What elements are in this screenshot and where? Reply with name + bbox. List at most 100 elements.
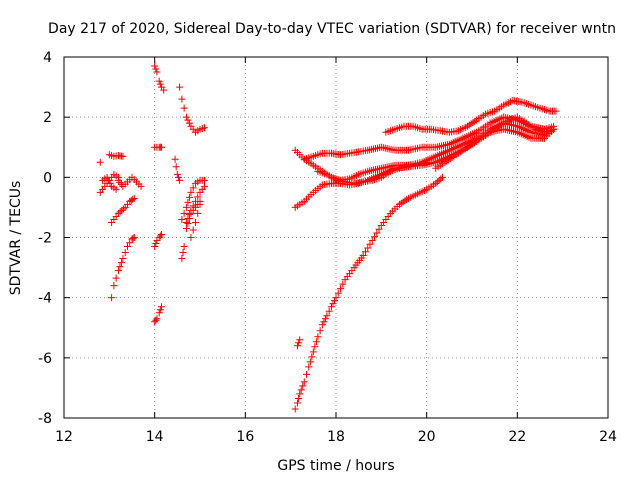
data-point — [178, 255, 186, 263]
data-point — [439, 173, 447, 181]
series-t2 — [108, 194, 138, 226]
data-point — [194, 193, 202, 201]
series-t23 — [314, 158, 431, 187]
data-point — [441, 158, 449, 166]
data-point — [337, 285, 345, 293]
data-point — [119, 152, 127, 160]
data-point — [316, 327, 324, 335]
data-point — [172, 163, 180, 171]
data-point — [130, 234, 138, 241]
data-point — [201, 182, 209, 190]
data-point — [184, 116, 192, 124]
data-point — [108, 294, 116, 302]
data-point — [174, 173, 182, 181]
data-point — [323, 312, 331, 320]
data-point — [184, 214, 192, 222]
y-tick-label: -4 — [38, 291, 52, 307]
data-point — [176, 176, 184, 184]
data-point — [189, 226, 197, 234]
series-t9 — [151, 303, 165, 326]
x-tick-label: 14 — [146, 429, 164, 445]
data-point — [116, 208, 124, 216]
data-point — [368, 237, 376, 245]
data-point — [180, 209, 188, 217]
y-tick-label: -6 — [38, 351, 52, 367]
data-point — [182, 113, 190, 121]
data-point — [157, 303, 165, 311]
data-point — [403, 162, 411, 170]
data-point — [321, 315, 329, 323]
data-point — [182, 203, 190, 211]
data-point — [201, 176, 209, 184]
data-point — [329, 300, 337, 308]
data-point — [296, 336, 304, 344]
data-point — [397, 164, 405, 172]
series-t15 — [182, 182, 209, 226]
data-point — [126, 239, 134, 247]
data-point — [184, 198, 192, 206]
data-point — [103, 173, 111, 181]
data-point — [399, 198, 407, 206]
data-point — [155, 77, 163, 85]
data-point — [157, 230, 165, 238]
series-t24 — [382, 97, 560, 136]
data-point — [187, 188, 195, 196]
data-point — [531, 125, 539, 133]
data-point — [486, 128, 494, 136]
data-point — [191, 197, 199, 205]
data-point — [550, 125, 558, 133]
data-point — [182, 218, 190, 226]
data-point — [403, 196, 411, 204]
x-tick-label: 22 — [508, 429, 526, 445]
data-point — [312, 338, 320, 346]
data-point — [366, 240, 374, 248]
y-tick-label: -2 — [38, 231, 52, 247]
y-axis-label: SDTVAR / TECUs — [8, 181, 24, 296]
data-point — [295, 339, 303, 347]
x-tick-label: 18 — [327, 429, 345, 445]
series-t17 — [187, 200, 204, 241]
data-point — [152, 240, 160, 248]
data-point — [448, 153, 456, 161]
data-point — [325, 307, 333, 315]
series-t8 — [151, 62, 168, 94]
data-point — [399, 163, 407, 171]
data-point — [552, 107, 560, 115]
data-point — [308, 353, 316, 361]
chart-title: Day 217 of 2020, Sidereal Day-to-day VTE… — [48, 21, 616, 37]
data-point — [156, 232, 164, 240]
data-point — [171, 155, 179, 163]
data-point — [185, 119, 193, 127]
data-point — [446, 155, 454, 163]
data-point — [535, 126, 543, 134]
data-point — [182, 224, 190, 232]
data-point — [160, 86, 168, 94]
data-point — [120, 205, 127, 213]
data-point — [180, 243, 188, 251]
data-point — [320, 318, 328, 326]
data-point — [469, 119, 477, 127]
data-point — [311, 343, 319, 351]
series-t18 — [291, 173, 447, 413]
data-point — [112, 274, 120, 282]
data-point — [155, 309, 163, 317]
series-t20 — [291, 125, 558, 211]
data-point — [463, 122, 471, 130]
data-point — [309, 348, 317, 356]
data-point — [330, 297, 338, 305]
data-point — [112, 185, 120, 193]
data-point — [153, 315, 161, 323]
data-point — [178, 95, 186, 103]
data-point — [401, 163, 409, 171]
data-point — [437, 175, 445, 183]
data-point — [293, 342, 301, 350]
data-point — [201, 124, 209, 132]
series-t7 — [96, 158, 104, 166]
data-point — [185, 210, 193, 218]
data-point — [297, 386, 305, 394]
data-point — [490, 126, 498, 134]
data-point — [359, 252, 367, 260]
series-t12 — [176, 83, 209, 136]
data-point — [361, 248, 369, 256]
